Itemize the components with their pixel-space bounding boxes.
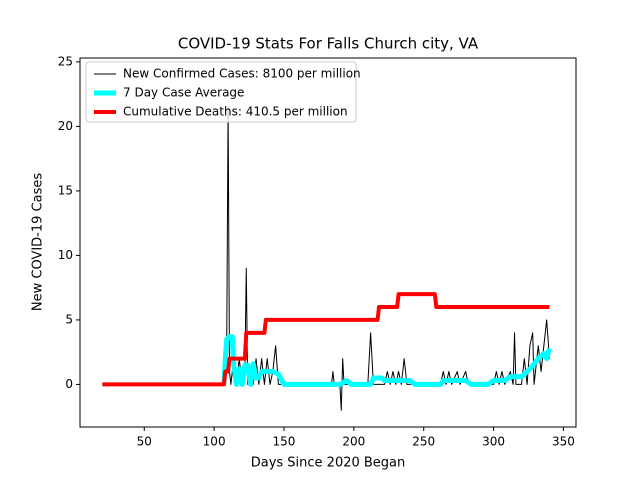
legend-label: Cumulative Deaths: 410.5 per million	[123, 105, 348, 119]
x-tick-label: 150	[273, 435, 296, 449]
legend-label: 7 Day Case Average	[123, 86, 244, 100]
plot-area: 50 100 150 200 250 300 350 0 5 10 15 20 25	[58, 54, 577, 449]
y-tick-label: 0	[65, 377, 73, 391]
x-tick-label: 300	[482, 435, 505, 449]
x-tick-label: 350	[552, 435, 575, 449]
x-tick-label: 100	[203, 435, 226, 449]
y-tick-label: 20	[58, 119, 73, 133]
legend-label: New Confirmed Cases: 8100 per million	[123, 67, 361, 81]
y-tick-label: 15	[58, 183, 73, 197]
legend-box	[85, 61, 357, 123]
chart-title: COVID-19 Stats For Falls Church city, VA	[178, 35, 479, 53]
series-line	[221, 334, 552, 387]
legend: New Confirmed Cases: 8100 per million 7 D…	[85, 61, 361, 123]
y-tick-label: 25	[58, 54, 73, 68]
y-tick-label: 10	[58, 248, 73, 262]
y-tick-label: 5	[65, 312, 73, 326]
x-tick-label: 250	[412, 435, 435, 449]
axes-frame	[79, 57, 577, 428]
x-tick-label: 50	[137, 435, 152, 449]
series-line	[102, 106, 550, 411]
series-line	[102, 292, 550, 387]
x-axis-label: Days Since 2020 Began	[251, 456, 406, 471]
y-axis-label: New COVID-19 Cases	[31, 173, 46, 311]
x-tick-label: 200	[342, 435, 365, 449]
